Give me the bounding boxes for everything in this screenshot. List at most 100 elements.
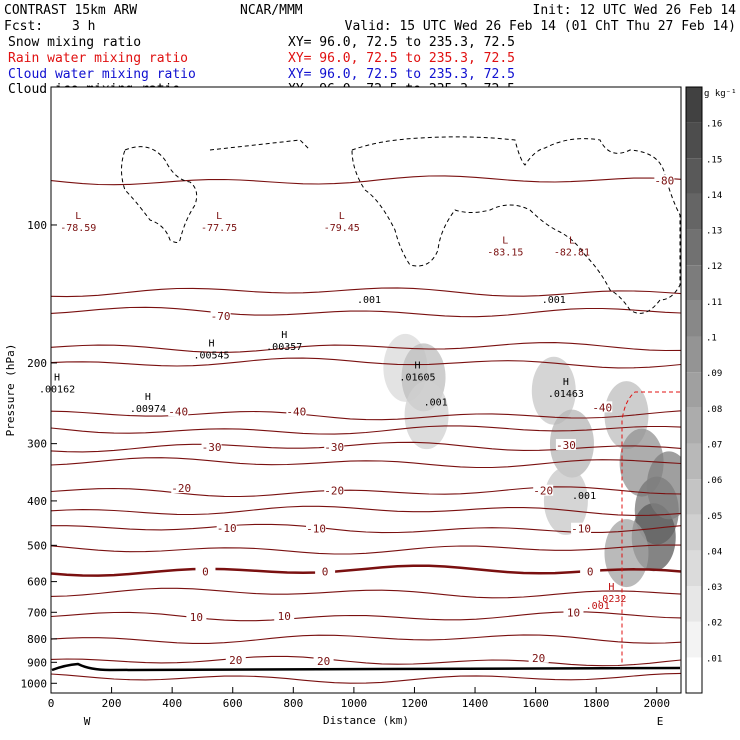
isotherm-label-bg-11: [216, 521, 237, 533]
fcst-value: 3 h: [72, 19, 95, 34]
isotherm--70: [51, 287, 681, 298]
isotherm-label-bg-16: [580, 565, 601, 577]
colorbar-swatch-11: [686, 265, 702, 301]
x-tick-label-0: 0: [48, 697, 55, 710]
plot-frame: [50, 86, 682, 694]
isotherm-label-bg-9: [324, 484, 345, 496]
x-end-label-east: E: [657, 715, 664, 728]
extremum-value-7: .00545: [193, 351, 229, 362]
y-tick-label-5: 600: [27, 576, 47, 589]
colorbar-swatch-6: [686, 443, 702, 480]
x-tick-label-10: 2000: [644, 697, 671, 710]
extremum-value-5: .00162: [39, 384, 75, 395]
isotherm-label-4: -40: [592, 401, 612, 414]
y-axis-title: Pressure (hPa): [4, 344, 17, 437]
isotherm--15: [51, 505, 681, 516]
contour-label-2: .001: [542, 295, 566, 306]
cloud-ice-contour-upper: [209, 139, 311, 151]
isotherm-label-bg-20: [225, 654, 246, 666]
isotherm-label-20: 20: [229, 654, 242, 667]
y-tick-label-1: 200: [27, 357, 47, 370]
isotherm-label-bg-18: [274, 610, 295, 622]
isotherm--30: [51, 441, 681, 453]
valid-time: Valid: 15 UTC Wed 26 Feb 14 (01 ChT Thu …: [345, 19, 736, 34]
isotherm-20: [51, 655, 681, 667]
isotherm-label-22: 20: [532, 652, 545, 665]
rain-water-contour: [621, 391, 680, 665]
isotherm--35: [51, 425, 681, 435]
isotherm-label-bg-14: [195, 565, 216, 577]
isotherm-label-bg-3: [286, 405, 307, 417]
x-tick-label-1: 200: [102, 697, 122, 710]
x-tick-label-4: 800: [283, 697, 303, 710]
extremum-value-2: -79.45: [324, 223, 360, 234]
isotherm-label-7: -30: [556, 439, 576, 452]
field-xy-rain: XY= 96.0, 72.5 to 235.3, 72.5: [288, 51, 515, 66]
isotherm-0: [51, 564, 681, 577]
colorbar-swatch-4: [686, 514, 702, 551]
extremum-value-11: .0232: [596, 594, 626, 605]
extremum-mark-4: L: [569, 235, 575, 246]
shaded-cell-2: [404, 381, 449, 450]
x-tick-label-5: 1000: [341, 697, 368, 710]
extremum-mark-7: H: [209, 339, 215, 350]
isotherm-label-17: 10: [190, 611, 203, 624]
isotherm-label-bg-19: [563, 606, 584, 618]
contour-label-1: .001: [424, 398, 448, 409]
isotherm--60: [51, 306, 681, 318]
isotherm-label-8: -20: [171, 482, 191, 495]
colorbar-label-2: .03: [706, 583, 722, 593]
contour-labels: -80 -70 -40 -40 -40 -30 -30 -30 -20 -20 -20 -10 -10 -…: [39, 174, 675, 668]
isotherm-label-9: -20: [324, 485, 344, 498]
colorbar-label-0: .01: [706, 654, 722, 664]
extremum-mark-8: H: [281, 330, 287, 341]
extremum-value-4: -82.81: [554, 247, 590, 258]
contour-label-4: .001: [586, 601, 610, 612]
fcst-label: Fcst:: [4, 19, 43, 34]
isotherm-label-11: -10: [217, 522, 237, 535]
isotherm-label-bg-5: [201, 440, 222, 452]
colorbar-swatch-9: [686, 336, 702, 373]
x-tick-label-9: 1800: [583, 697, 610, 710]
center-label: NCAR/MMM: [240, 3, 303, 18]
x-axis-ticks: 0 200 400 600 800 1000 1200 1400 1600 1800 2000: [48, 687, 670, 710]
colorbar-swatch-13: [686, 193, 702, 230]
isotherm-label-1: -70: [211, 310, 231, 323]
isotherm-label-21: 20: [317, 655, 330, 668]
extremum-mark-11: H: [608, 582, 614, 593]
isotherm-label-bg-1: [210, 310, 231, 322]
colorbar-swatch-5: [686, 479, 702, 515]
colorbar-swatch-0: [686, 657, 702, 693]
field-name-cloud-water: Cloud water mixing ratio: [8, 67, 196, 82]
extremum-mark-1: L: [216, 211, 222, 222]
colorbar-frame: [685, 86, 703, 694]
y-tick-label-4: 500: [27, 539, 47, 552]
extremum-mark-3: L: [502, 235, 508, 246]
isotherm-5: [51, 587, 681, 599]
extremum-value-9: .01605: [399, 373, 435, 384]
field-xy-snow: XY= 96.0, 72.5 to 235.3, 72.5: [288, 35, 515, 50]
isotherm-label-15: 0: [322, 565, 329, 578]
colorbar-label-11: .12: [706, 262, 722, 272]
colorbar-label-14: .15: [706, 155, 722, 165]
isotherm-lines: [51, 175, 681, 684]
colorbar-label-7: .08: [706, 405, 722, 415]
cloud-ice-contour-main: [351, 136, 681, 314]
colorbar-unit: g kg⁻¹: [704, 89, 737, 99]
extremum-value-3: -83.15: [487, 247, 523, 258]
extremum-value-8: .00357: [266, 342, 302, 353]
colorbar-label-15: .16: [706, 120, 722, 130]
colorbar-label-4: .05: [706, 512, 722, 522]
colorbar-swatch-7: [686, 407, 702, 444]
extremum-value-6: .00974: [130, 404, 166, 415]
isotherm-label-12: -10: [306, 523, 326, 536]
extremum-mark-6: H: [145, 392, 151, 403]
isotherm--50: [51, 342, 681, 353]
x-end-label-west: W: [84, 715, 91, 728]
y-tick-label-8: 900: [27, 656, 47, 669]
isotherm-15: [51, 634, 681, 644]
isotherm--5: [51, 544, 681, 555]
isotherm--40: [51, 410, 681, 421]
field-name-snow: Snow mixing ratio: [8, 35, 141, 50]
